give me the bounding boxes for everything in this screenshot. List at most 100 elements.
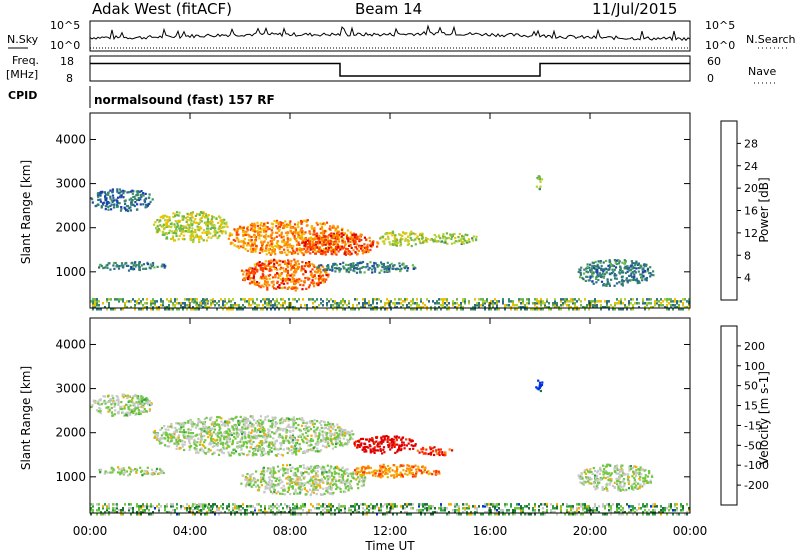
power-cell [492, 302, 494, 305]
power-cell [296, 252, 300, 255]
power-cell [335, 253, 338, 256]
velocity-cell [286, 425, 289, 428]
power-cell [465, 241, 468, 244]
velocity-cell [268, 449, 271, 452]
velocity-cell [171, 433, 174, 437]
power-cell [250, 271, 253, 275]
power-cell [247, 272, 250, 275]
power-cell [302, 273, 305, 276]
power-cell [200, 237, 203, 240]
power-cell [176, 225, 179, 228]
power-cell [334, 306, 336, 309]
power-cell [303, 232, 306, 236]
power-cell [342, 261, 345, 264]
velocity-cell [258, 447, 261, 450]
velocity-cell [270, 425, 274, 428]
velocity-cell [193, 447, 196, 450]
power-cell [244, 306, 246, 309]
power-cell [300, 222, 303, 225]
nsearch-tick-bottom: 10^0 [705, 39, 735, 52]
power-cell [322, 222, 325, 225]
power-cell [349, 266, 353, 269]
cpid-value: normalsound (fast) 157 RF [94, 93, 275, 107]
power-cell [186, 308, 188, 311]
power-cell [302, 268, 305, 271]
velocity-cell [341, 469, 344, 472]
power-cell [172, 237, 175, 240]
power-cell [99, 200, 102, 203]
power-cell [330, 298, 332, 301]
power-cell [205, 223, 208, 226]
power-cell [621, 270, 624, 273]
power-cell [188, 213, 191, 216]
power-cell [216, 302, 218, 305]
power-cell [319, 272, 322, 276]
power-cell [278, 308, 280, 311]
power-cell [211, 216, 214, 219]
power-cell [585, 275, 588, 278]
velocity-cell [254, 427, 257, 430]
velocity-cell [251, 425, 254, 428]
power-cell [160, 304, 162, 307]
power-cell [98, 300, 100, 303]
velocity-cell [217, 416, 220, 419]
power-cell [268, 268, 271, 271]
power-cell [568, 300, 570, 303]
power-cell [458, 232, 461, 236]
velocity-cell [273, 486, 276, 490]
power-cell [172, 304, 174, 307]
power-cell [284, 251, 287, 254]
power-cell [217, 221, 220, 224]
velocity-cell [351, 476, 354, 479]
power-cell [132, 264, 135, 267]
velocity-cell [239, 415, 242, 418]
velocity-cell [125, 403, 128, 406]
power-cell [410, 304, 412, 307]
power-cell [142, 267, 145, 270]
power-cell [334, 251, 337, 254]
power-cell [548, 308, 550, 311]
power-cell [449, 233, 452, 236]
power-cell [247, 269, 250, 273]
velocity-cell [294, 438, 297, 442]
power-cell [340, 235, 343, 238]
power-cell [222, 221, 225, 224]
power-cell [633, 275, 636, 278]
power-cell [258, 234, 261, 237]
power-cell [656, 302, 658, 305]
power-cell [327, 240, 330, 243]
velocity-cell [285, 439, 288, 442]
power-cell [417, 238, 420, 241]
power-cell [280, 266, 283, 269]
velocity-cell [342, 474, 345, 477]
power-cell [298, 308, 300, 311]
velocity-cell [230, 433, 233, 437]
velocity-cell [327, 478, 330, 481]
velocity-cell [290, 440, 293, 443]
power-cell [232, 304, 234, 307]
velocity-cell [286, 482, 289, 485]
velocity-cell [233, 432, 236, 435]
power-cell [405, 265, 408, 268]
velocity-cell [338, 468, 341, 472]
power-cell [126, 306, 128, 309]
velocity-cell [169, 434, 172, 437]
power-cell [349, 263, 352, 266]
power-cell [572, 298, 574, 301]
power-cell [271, 223, 275, 226]
power-cell [539, 185, 542, 188]
velocity-cell [259, 419, 262, 422]
power-cell [387, 232, 390, 235]
power-cell [343, 240, 346, 244]
power-cell [294, 282, 297, 285]
power-cell [591, 264, 594, 267]
power-cell [416, 304, 418, 307]
power-cell [598, 274, 601, 277]
power-cell [306, 239, 309, 242]
velocity-cell [142, 406, 145, 409]
velocity-cell [309, 421, 312, 424]
velocity-cell [247, 440, 250, 443]
velocity-cell [295, 447, 298, 450]
power-cell [603, 284, 606, 287]
power-cell [633, 273, 636, 276]
